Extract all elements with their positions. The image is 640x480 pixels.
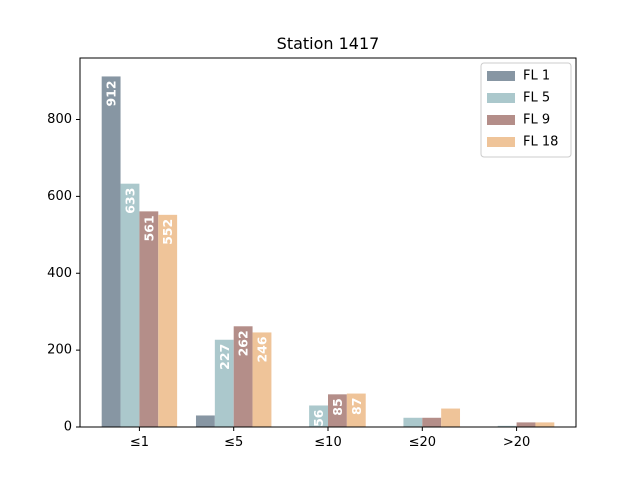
bar-fl-18-0: [158, 214, 178, 427]
x-tick-label: >20: [503, 435, 530, 450]
y-tick-label: 800: [47, 112, 72, 127]
x-tick-label: ≤5: [224, 435, 243, 450]
bar-value-label: 262: [236, 330, 251, 356]
bar-value-label: 633: [122, 188, 137, 214]
bar-value-label: 87: [349, 398, 364, 415]
legend-swatch: [487, 115, 515, 125]
bar-value-label: 246: [254, 336, 269, 362]
y-tick-label: 400: [47, 266, 72, 281]
bar-fl-5-4: [497, 425, 517, 427]
legend-label: FL 1: [523, 69, 550, 84]
bar-fl-1-0: [101, 76, 121, 427]
bar-fl-9-3: [422, 417, 442, 427]
bar-value-label: 561: [141, 215, 156, 241]
bar-fl-9-1: [233, 326, 253, 427]
legend-frame: [480, 62, 572, 158]
bar-value-label: 85: [330, 398, 345, 415]
legend-swatch: [487, 71, 515, 81]
bar-fl-18-4: [535, 422, 555, 427]
bar-fl-5-0: [120, 183, 140, 427]
x-tick-label: ≤1: [130, 435, 149, 450]
bar-value-label: 912: [104, 80, 119, 106]
legend-label: FL 18: [523, 135, 558, 150]
bar-fl-5-1: [214, 339, 234, 427]
bar-fl-9-4: [516, 422, 536, 427]
legend-label: FL 9: [523, 113, 550, 128]
bar-value-label: 227: [217, 344, 232, 370]
bar-fl-5-2: [309, 405, 328, 427]
bar-fl-9-2: [328, 394, 347, 427]
legend-label: FL 5: [523, 91, 550, 106]
legend-swatch: [487, 93, 515, 103]
legend-swatch: [487, 137, 515, 147]
y-tick-label: 0: [64, 420, 72, 435]
y-tick-label: 200: [47, 343, 72, 358]
bar-fl-18-1: [252, 332, 272, 427]
bar-value-label: 552: [160, 219, 175, 245]
bar-fl-9-0: [139, 211, 159, 427]
bar-value-label: 56: [311, 409, 326, 427]
x-tick-label: ≤10: [314, 435, 341, 450]
x-tick-label: ≤20: [409, 435, 436, 450]
chart-title: Station 1417: [277, 34, 380, 53]
legend: FL 1 FL 5 FL 9 FL 18: [480, 62, 572, 158]
bar-fl-18-3: [441, 408, 461, 427]
bar-fl-5-3: [403, 417, 423, 427]
bar-fl-1-1: [195, 415, 215, 427]
bar-fl-18-2: [346, 393, 366, 427]
y-tick-label: 600: [47, 189, 72, 204]
